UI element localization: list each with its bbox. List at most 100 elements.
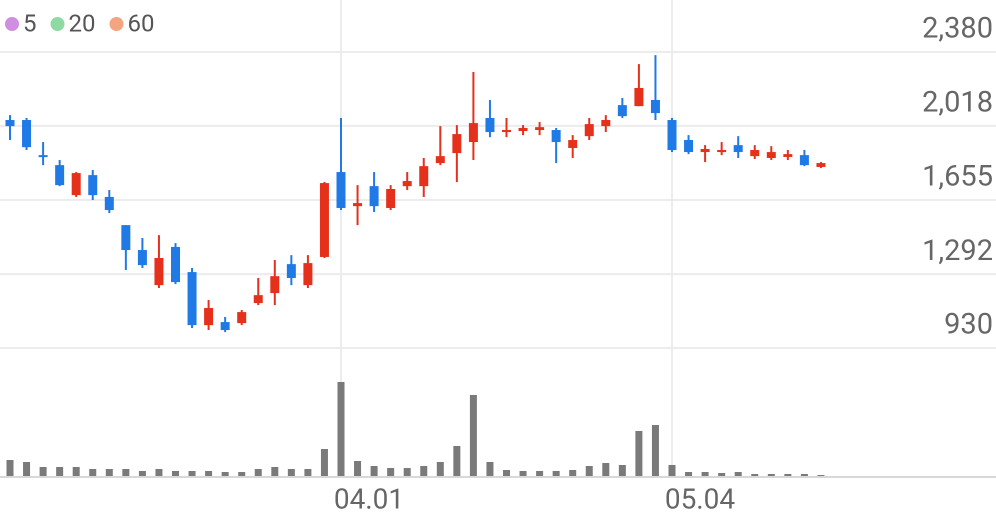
volume-bar [287, 469, 295, 476]
volume-bar [320, 449, 328, 476]
candle-body [71, 173, 81, 196]
volume-bar [552, 471, 560, 476]
volume-bar [453, 446, 461, 476]
candle-body [684, 140, 694, 153]
legend-label: 60 [127, 9, 154, 37]
volume-bar [271, 467, 279, 476]
volume-bar [6, 460, 14, 476]
candle-body [584, 124, 594, 137]
volume-bar [238, 472, 246, 476]
volume-bar [784, 474, 792, 476]
candle-body [435, 156, 445, 164]
volume-bar [585, 466, 593, 476]
volume-bar [618, 465, 626, 476]
candle-body [88, 175, 98, 196]
candle-body [783, 154, 793, 157]
candle-body [468, 123, 478, 143]
candle-body [204, 307, 214, 326]
candle-body [137, 250, 147, 266]
volume-bar [337, 382, 345, 476]
volume-bar [370, 466, 378, 476]
volume-bar [602, 463, 610, 476]
candle-body [303, 263, 313, 286]
volume-bar [122, 469, 130, 476]
y-tick-label: 2,380 [922, 12, 993, 46]
volume-bar [205, 471, 213, 476]
volume-bar [635, 431, 643, 476]
volume-bar [734, 472, 742, 476]
volume-bar [751, 474, 759, 476]
volume-bar [767, 474, 775, 476]
candle-body [104, 196, 114, 211]
candle-body [452, 134, 462, 154]
candle-body [402, 181, 412, 187]
volume-bar [503, 470, 510, 476]
volume-bar [651, 425, 659, 476]
volume-bar [469, 395, 477, 476]
y-tick-label: 2,018 [922, 86, 993, 120]
candle-body [171, 246, 180, 283]
volume-bar [800, 474, 808, 476]
candle-body [634, 87, 644, 107]
volume-bar [486, 462, 494, 476]
volume-bar [569, 470, 577, 476]
candle-body [38, 155, 48, 158]
candle-body [617, 105, 627, 117]
volume-bar [519, 471, 527, 476]
candle-body [700, 148, 710, 153]
volume-bar [221, 472, 229, 476]
candle-body [369, 186, 379, 207]
volume-bar [436, 462, 444, 476]
candle-body [353, 203, 363, 207]
volume-bar [56, 467, 64, 476]
candle-body [220, 322, 230, 331]
legend-marker [109, 17, 124, 31]
candle-body [485, 117, 495, 133]
candle-body [5, 120, 15, 127]
candle-body [319, 183, 329, 257]
candle-body [667, 120, 677, 151]
candle-body [154, 257, 164, 286]
volume-bar [304, 469, 312, 476]
volume-bar [254, 469, 262, 476]
volume-bar [105, 469, 113, 476]
volume-bar [23, 462, 31, 476]
volume-bar [403, 468, 411, 476]
volume-bar [172, 471, 179, 476]
candle-body [733, 145, 743, 153]
candle-body [121, 225, 131, 251]
candle-body [270, 276, 280, 294]
candle-body [568, 140, 578, 148]
candle-body [551, 130, 561, 143]
volume-bar [718, 473, 726, 476]
legend-label: 20 [69, 9, 96, 37]
candle-body [766, 152, 776, 158]
volume-bar [701, 472, 709, 476]
candle-body [336, 172, 346, 208]
volume-bar [420, 466, 428, 476]
y-tick-label: 1,292 [922, 234, 993, 268]
y-tick-label: 1,655 [922, 160, 993, 194]
volume-bar [89, 469, 97, 476]
candle-body [799, 155, 809, 166]
y-tick-label: 930 [944, 308, 993, 342]
volume-bar [668, 465, 676, 476]
volume-bar [685, 472, 693, 476]
candle-body [286, 264, 296, 278]
candle-body [816, 163, 826, 167]
volume-bar [188, 471, 196, 476]
x-tick-label: 04.01 [334, 482, 404, 515]
candle-body [419, 166, 429, 187]
volume-bar [72, 467, 80, 476]
legend-label: 5 [23, 9, 37, 37]
volume-bar [387, 468, 395, 476]
candle-body [187, 272, 197, 326]
candle-body [750, 150, 760, 157]
volume-bar [354, 461, 362, 476]
candle-body [601, 120, 611, 127]
volume-bar [138, 471, 146, 476]
candle-body [253, 295, 263, 304]
candle-body [502, 130, 511, 133]
candle-body [22, 120, 32, 148]
